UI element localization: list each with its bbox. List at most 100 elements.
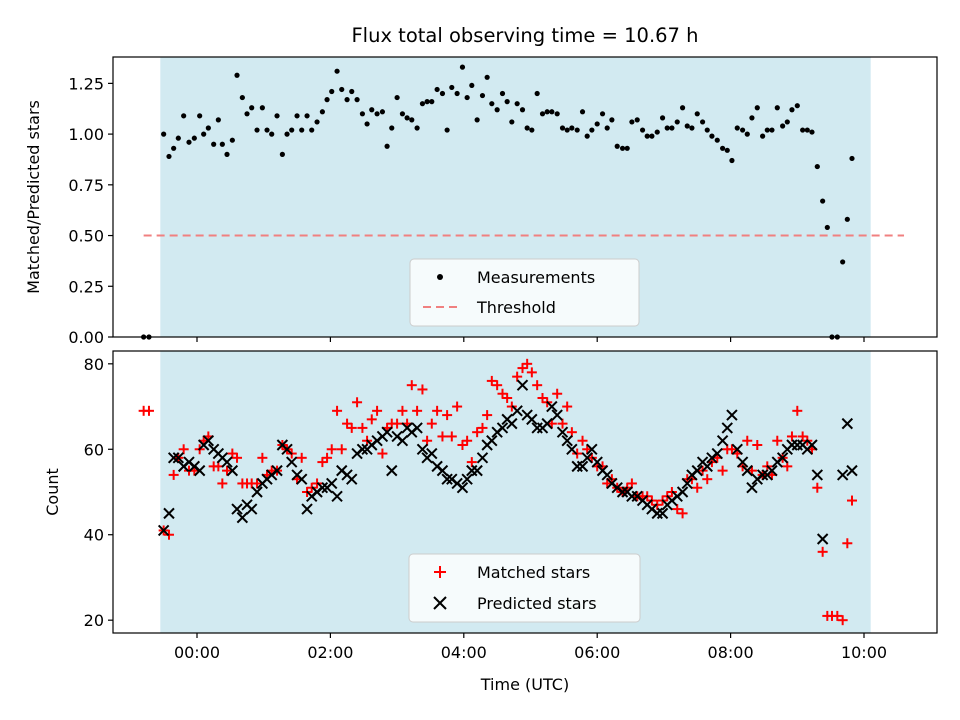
measurement-point	[264, 127, 270, 133]
measurement-point	[774, 105, 780, 111]
measurement-point	[215, 117, 221, 123]
predicted-star-point	[281, 443, 293, 455]
measurement-point	[259, 105, 265, 111]
measurement-point	[219, 141, 225, 147]
x-tick-label: 02:00	[307, 643, 353, 662]
measurement-point	[724, 147, 730, 153]
predicted-star-point	[721, 422, 733, 434]
measurement-point	[624, 145, 630, 151]
predicted-star-point	[681, 477, 693, 490]
predicted-star-point	[806, 439, 818, 451]
predicted-star-point	[561, 435, 573, 447]
measurement-point	[279, 151, 285, 157]
matched-star-point	[397, 405, 408, 416]
measurement-point	[289, 127, 295, 133]
matched-star-point	[332, 405, 343, 416]
matched-star-point	[692, 482, 703, 493]
measurement-point	[514, 101, 520, 107]
measurement-point	[274, 113, 280, 119]
measurement-point	[469, 82, 475, 89]
measurement-point	[744, 131, 750, 137]
measurement-point	[784, 119, 790, 125]
predicted-star-point	[601, 469, 613, 481]
matched-star-point	[462, 435, 473, 446]
predicted-star-point	[381, 426, 393, 438]
measurement-point	[509, 119, 515, 125]
measurement-point	[789, 107, 795, 113]
predicted-star-point	[396, 435, 409, 447]
measurement-point	[319, 109, 325, 115]
bottom-y-axis-label: Count	[43, 468, 62, 516]
matched-star-point	[522, 358, 533, 369]
measurement-point	[609, 117, 615, 123]
predicted-star-point	[836, 469, 849, 481]
measurement-point	[564, 127, 570, 133]
predicted-star-point	[436, 464, 449, 477]
predicted-star-point	[586, 443, 598, 455]
predicted-star-point	[331, 490, 343, 502]
top-y-axis-label: Matched/Predicted stars	[24, 100, 43, 294]
bottom-y-tick-label: 80	[84, 355, 104, 374]
matched-star-point	[336, 444, 347, 455]
legend-matched-label: Matched stars	[477, 563, 590, 582]
matched-star-point	[832, 610, 843, 621]
measurement-point	[760, 133, 766, 139]
predicted-star-point	[236, 511, 249, 524]
measurement-point	[197, 113, 203, 119]
measurement-point	[364, 121, 370, 127]
measurement-point	[414, 125, 420, 131]
measurement-point	[299, 127, 305, 133]
measurement-point	[794, 103, 800, 109]
measurement-point	[211, 141, 217, 147]
matched-star-point	[502, 393, 513, 403]
measurement-point	[229, 137, 235, 143]
predicted-star-point	[656, 507, 669, 520]
top-y-ticks: 0.00 0.25 0.50 0.75 1.00 1.25	[68, 74, 113, 347]
top-y-tick-label: 1.25	[68, 74, 104, 93]
matched-star-point	[426, 418, 437, 429]
predicted-star-point	[701, 460, 713, 473]
predicted-star-point	[301, 503, 313, 515]
measurement-point	[529, 127, 535, 133]
measurement-point	[709, 133, 715, 139]
measurement-point	[224, 151, 230, 157]
measurement-point	[589, 127, 595, 133]
matched-star-point	[432, 405, 443, 416]
predicted-star-point	[226, 464, 239, 477]
predicted-star-point	[511, 405, 523, 417]
predicted-star-point	[326, 477, 338, 490]
matched-star-point	[557, 418, 568, 429]
measurement-point	[664, 125, 670, 131]
measurement-point	[454, 90, 460, 97]
measurement-point	[809, 129, 815, 135]
predicted-star-point	[456, 482, 469, 494]
predicted-star-point	[245, 503, 258, 515]
top-legend: Measurements Threshold	[409, 258, 640, 327]
top-panel: Flux total observing time = 10.67 h 0.00…	[24, 24, 938, 347]
predicted-star-point	[202, 435, 215, 447]
measurement-point	[584, 133, 590, 139]
predicted-star-point	[157, 524, 170, 537]
measurement-point	[314, 119, 320, 125]
measurement-point	[434, 86, 440, 93]
matched-star-point	[486, 375, 497, 386]
measurement-point	[844, 216, 850, 222]
measurement-point	[714, 137, 720, 143]
matched-star-point	[222, 465, 233, 476]
measurement-point	[524, 125, 530, 131]
predicted-star-point	[716, 435, 729, 447]
matched-star-point	[296, 452, 307, 463]
x-tick-label: 00:00	[174, 643, 220, 662]
legend-predicted-label: Predicted stars	[477, 594, 597, 613]
predicted-star-point	[516, 379, 529, 391]
bottom-legend-box	[408, 553, 641, 623]
matched-star-point	[526, 367, 537, 378]
measurement-point	[205, 125, 211, 131]
matched-star-point	[417, 384, 428, 395]
measurement-point	[479, 92, 486, 99]
measurement-point	[699, 119, 706, 125]
measurement-point	[734, 125, 740, 131]
matched-star-point	[726, 444, 737, 455]
predicted-star-point	[441, 473, 453, 485]
